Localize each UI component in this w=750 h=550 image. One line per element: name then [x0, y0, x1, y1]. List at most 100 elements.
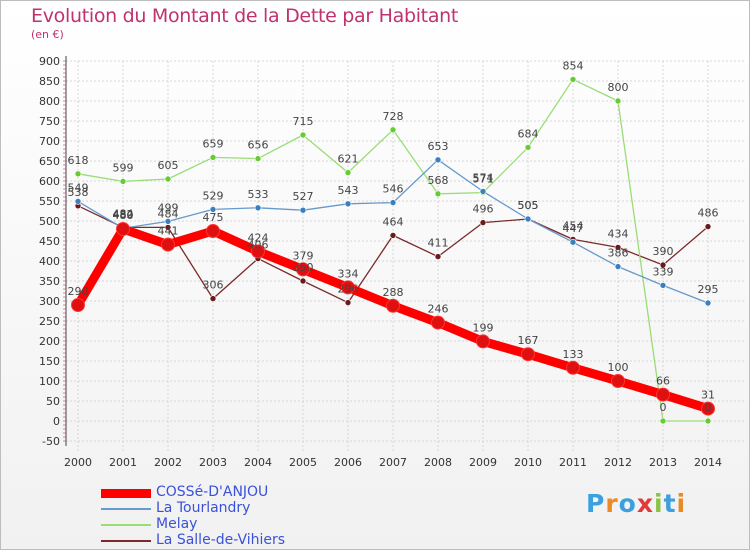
- data-point: [569, 76, 577, 83]
- logo-letter: r: [605, 489, 619, 518]
- y-tick-label: 850: [39, 75, 60, 88]
- legend-label: La Salle-de-Vihiers: [156, 532, 286, 548]
- data-point: [659, 261, 667, 269]
- data-label: 295: [698, 283, 719, 296]
- logo-letter: o: [618, 489, 637, 518]
- data-label: 599: [113, 161, 134, 174]
- data-label: 100: [608, 361, 629, 374]
- data-point: [701, 401, 715, 416]
- data-label: 659: [203, 137, 224, 150]
- data-label: 480: [113, 209, 134, 222]
- legend-label: Melay: [156, 516, 198, 532]
- data-label: 499: [158, 201, 179, 214]
- legend-swatch: [101, 508, 151, 510]
- logo-letter: t: [663, 489, 677, 518]
- data-label: 605: [158, 159, 179, 172]
- data-label: 486: [698, 207, 719, 220]
- x-tick-label: 2005: [289, 456, 317, 469]
- data-label: 288: [383, 286, 404, 299]
- data-label: 246: [428, 303, 449, 316]
- data-point: [431, 315, 445, 330]
- y-tick-label: -50: [42, 435, 60, 448]
- x-tick-label: 2002: [154, 456, 182, 469]
- data-point: [614, 263, 622, 270]
- x-tick-label: 2014: [694, 456, 722, 469]
- data-point: [434, 253, 442, 260]
- legend-label: COSSé-D'ANJOU: [156, 484, 269, 500]
- data-label: 800: [608, 81, 629, 94]
- data-label: 464: [383, 215, 404, 228]
- x-tick-label: 2006: [334, 456, 362, 469]
- data-point: [164, 218, 172, 225]
- data-label: 424: [248, 231, 269, 244]
- data-label: 31: [701, 389, 715, 402]
- legend-swatch: [101, 488, 151, 498]
- data-label: 549: [68, 181, 89, 194]
- data-label: 441: [158, 225, 179, 238]
- y-tick-label: 900: [39, 55, 60, 68]
- data-label: 0: [705, 401, 712, 414]
- data-labels: 290 480 441 475 424 379 334 288 246 199 167 133 100 6…: [68, 59, 719, 414]
- chart-unit-label: (en €): [31, 28, 64, 41]
- data-point: [434, 190, 442, 198]
- data-label: 167: [518, 334, 539, 347]
- data-point: [299, 277, 307, 285]
- data-point: [704, 417, 712, 425]
- data-label: 484: [158, 207, 179, 220]
- data-point: [209, 295, 217, 302]
- data-label: 656: [248, 139, 269, 152]
- x-tick-label: 2010: [514, 456, 542, 469]
- data-label: 546: [383, 183, 404, 196]
- data-point: [566, 360, 580, 375]
- x-tick-label: 2009: [469, 456, 497, 469]
- data-point: [299, 206, 307, 214]
- data-label: 538: [68, 186, 89, 199]
- chart-title: Evolution du Montant de la Dette par Hab…: [31, 5, 459, 27]
- data-point: [116, 222, 130, 236]
- data-label: 306: [203, 279, 224, 292]
- y-tick-label: 400: [39, 255, 60, 268]
- x-tick-label: 2001: [109, 456, 137, 469]
- data-label: 386: [608, 247, 629, 260]
- data-label: 447: [563, 222, 584, 235]
- data-point: [476, 334, 490, 349]
- data-point: [209, 154, 217, 161]
- x-tick-label: 2013: [649, 456, 677, 469]
- data-point: [659, 282, 667, 289]
- data-label: 66: [656, 375, 670, 388]
- data-point: [479, 188, 487, 195]
- y-tick-label: 450: [39, 235, 60, 248]
- x-tick-label: 2011: [559, 456, 587, 469]
- data-point: [74, 198, 82, 205]
- data-point: [434, 156, 442, 164]
- y-tick-label: 550: [39, 195, 60, 208]
- y-tick-label: 300: [39, 295, 60, 308]
- y-tick-label: 250: [39, 315, 60, 328]
- logo-letter: i: [676, 489, 687, 518]
- data-point: [209, 206, 217, 213]
- data-label: 728: [383, 110, 404, 123]
- data-point: [71, 298, 85, 312]
- data-label: 529: [203, 189, 224, 202]
- data-point: [614, 97, 622, 105]
- y-tick-label: 350: [39, 275, 60, 288]
- data-label: 350: [293, 261, 314, 274]
- data-label: 339: [653, 265, 674, 278]
- data-point: [569, 238, 577, 246]
- y-tick-label: 600: [39, 175, 60, 188]
- data-point: [704, 223, 712, 230]
- data-label: 199: [473, 321, 494, 334]
- data-point: [704, 299, 712, 307]
- data-label: 568: [428, 174, 449, 187]
- data-label: 505: [518, 199, 539, 212]
- y-tick-label: 200: [39, 335, 60, 348]
- x-tick-label: 2012: [604, 456, 632, 469]
- data-point: [299, 131, 307, 139]
- data-label: 0: [660, 401, 667, 414]
- data-point: [344, 200, 352, 208]
- axes: -50 0 50 100 150 200 250 300 350 400 450 500 550 600 6…: [39, 55, 722, 469]
- y-tick-label: 150: [39, 355, 60, 368]
- data-label: 484: [113, 207, 134, 220]
- data-point: [251, 244, 265, 259]
